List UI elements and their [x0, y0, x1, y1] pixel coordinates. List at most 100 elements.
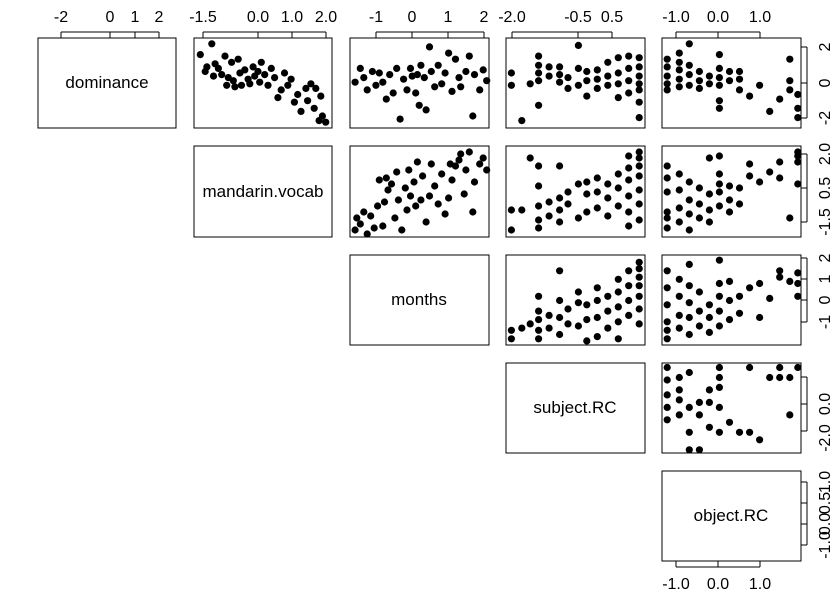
scatter-point: [310, 104, 318, 112]
top-tick-label: 0.5: [601, 9, 623, 26]
scatter-point: [663, 208, 671, 216]
scatter-point: [556, 78, 564, 86]
scatter-point: [535, 162, 543, 170]
scatter-point: [695, 184, 704, 192]
scatter-point: [695, 398, 704, 406]
scatter-point: [556, 218, 564, 226]
scatter-point: [766, 107, 774, 115]
scatter-point: [228, 58, 236, 66]
scatter-point: [535, 326, 543, 334]
scatter-point: [715, 279, 724, 288]
scatter-point: [535, 69, 543, 77]
scatter-point: [469, 208, 477, 216]
right-tick-label: 0.5: [817, 177, 834, 199]
scatter-point: [403, 206, 411, 214]
panel-diag-1: [193, 145, 333, 238]
scatter-point: [614, 54, 622, 62]
scatter-point: [715, 363, 724, 372]
scatter-point: [593, 284, 601, 292]
variable-name-months: months: [391, 290, 447, 309]
scatter-point: [545, 198, 553, 206]
scatter-point: [367, 212, 375, 220]
scatter-point: [574, 322, 583, 330]
scatter-point: [483, 77, 491, 85]
scatter-point: [663, 318, 671, 326]
scatter-point: [535, 316, 543, 324]
right-tick-label: 2.0: [817, 143, 834, 165]
scatter-point: [479, 154, 487, 162]
scatter-point: [287, 75, 295, 83]
scatter-point: [451, 55, 460, 63]
scatter-point: [441, 210, 449, 218]
scatter-point: [715, 81, 724, 89]
scatter-point: [735, 428, 744, 436]
scatter-point: [614, 288, 622, 296]
scatter-point: [635, 86, 643, 94]
scatter-point: [776, 267, 784, 275]
scatter-point: [675, 386, 683, 394]
scatter-point: [635, 292, 643, 300]
right-tick-label: 0: [817, 295, 834, 304]
scatter-point: [564, 84, 572, 92]
scatter-point: [280, 69, 289, 77]
scatter-point: [535, 52, 543, 60]
scatter-point: [695, 214, 704, 222]
scatter-point: [403, 86, 411, 94]
scatter-point: [635, 154, 643, 162]
scatter-point: [685, 299, 693, 307]
variable-name-mandarin-vocab: mandarin.vocab: [203, 182, 324, 201]
scatter-point: [406, 192, 415, 200]
scatter-point: [535, 101, 543, 109]
scatter-point: [368, 67, 376, 76]
scatter-point: [380, 198, 389, 206]
scatter-point: [412, 89, 420, 97]
scatter-point: [574, 180, 583, 188]
scatter-point: [794, 180, 802, 188]
scatter-point: [715, 170, 724, 178]
scatter-point: [715, 292, 724, 300]
scatter-point: [556, 194, 564, 202]
scatter-point: [583, 208, 591, 216]
scatter-point: [663, 376, 671, 384]
scatter-point: [685, 282, 693, 290]
scatter-point: [556, 313, 564, 322]
scatter-point: [715, 188, 724, 196]
scatter-point: [237, 81, 246, 89]
scatter-point: [535, 77, 543, 85]
scatter-point: [705, 313, 714, 322]
top-axis-col-3: [511, 31, 613, 38]
scatter-point: [675, 218, 683, 226]
scatter-point: [746, 284, 754, 292]
scatter-point: [625, 64, 633, 72]
scatter-point: [794, 104, 802, 112]
panel-diag-4: [661, 470, 802, 562]
scatter-point: [363, 86, 371, 94]
variable-name-dominance: dominance: [65, 73, 148, 92]
scatter-point: [427, 160, 435, 168]
scatter-point: [663, 72, 671, 80]
right-axis-row-1: [801, 153, 808, 223]
scatter-point: [746, 363, 754, 372]
scatter-point: [401, 184, 409, 192]
scatter-point: [635, 148, 643, 156]
scatter-point: [635, 172, 643, 180]
top-tick-label: 2: [155, 9, 164, 26]
scatter-point: [556, 206, 564, 214]
scatter-point: [675, 83, 683, 91]
scatter-point: [363, 230, 371, 238]
scatter-point: [715, 322, 724, 330]
scatter-point: [507, 81, 515, 89]
scatter-point: [507, 206, 515, 214]
scatter-point: [705, 72, 714, 80]
scatter-point: [735, 75, 744, 83]
scatter-point: [379, 222, 387, 230]
scatter-point: [675, 373, 683, 382]
scatter-point: [457, 150, 465, 158]
scatter-point: [389, 89, 397, 97]
scatter-point: [483, 166, 491, 174]
top-tick-label: -2: [54, 9, 68, 26]
scatter-point: [625, 192, 633, 200]
scatter-point: [715, 428, 724, 436]
variable-name-object-rc: object.RC: [694, 506, 769, 525]
